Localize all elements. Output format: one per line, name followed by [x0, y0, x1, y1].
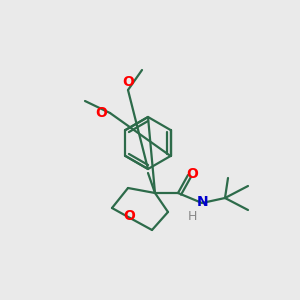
Text: N: N [197, 195, 209, 209]
Text: O: O [186, 167, 198, 181]
Text: O: O [122, 75, 134, 89]
Text: H: H [187, 209, 197, 223]
Text: O: O [95, 106, 107, 120]
Text: O: O [123, 209, 135, 223]
